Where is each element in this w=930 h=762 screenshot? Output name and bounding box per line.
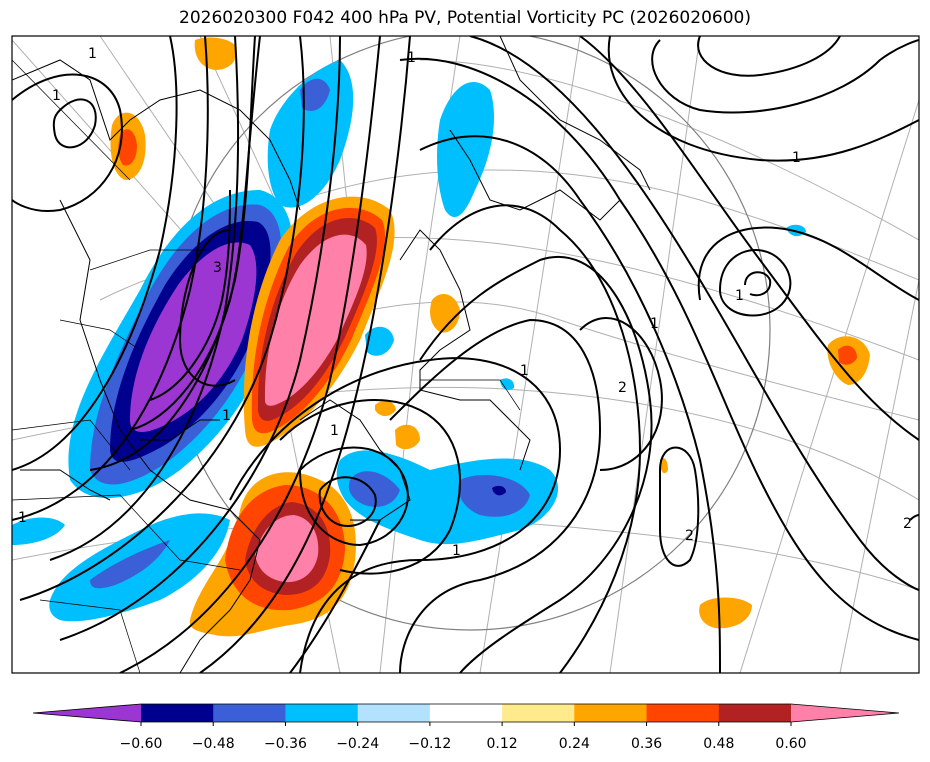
positive-anomaly-south [189,472,356,637]
coastlines [12,36,651,673]
contour-label: 1 [407,50,416,66]
contour-label: 3 [213,260,222,276]
contour-label: 2 [685,528,694,544]
map-frame [11,35,920,674]
contour-label: 1 [88,46,97,62]
contour-label: 1 [735,288,744,304]
contour-label: 1 [52,88,61,104]
small-anomalies [110,37,870,629]
map-title: 2026020300 F042 400 hPa PV, Potential Vo… [179,8,751,28]
contour-label: 1 [330,423,339,439]
contour-label: 1 [650,316,659,332]
pv-contours [12,36,919,673]
contour-label: 1 [452,543,461,559]
negative-anomaly-southwest [12,513,230,622]
contour-label: 2 [618,380,627,396]
contour-labels: 1 1 1 1 1 1 1 1 1 1 2 2 3 2 1 [18,46,912,559]
contour-label: 1 [18,510,27,526]
negative-anomaly-east [336,450,559,545]
contour-label: 1 [520,363,529,379]
contour-label: 1 [222,408,231,424]
contour-label: 2 [903,516,912,532]
contour-label: 1 [792,150,801,166]
